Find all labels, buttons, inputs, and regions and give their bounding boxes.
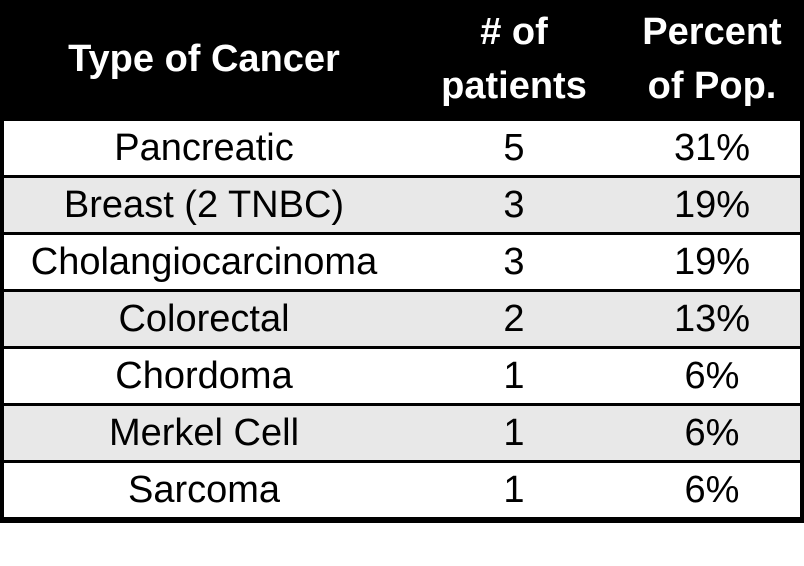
header-percent-of-pop-line1: Percent [642,11,782,53]
header-num-patients: # of patients [404,0,624,118]
cell-patient-count: 3 [503,184,525,226]
cell-percent: 19% [673,184,751,226]
table-row-sarcoma: Sarcoma 1 6% [4,460,800,517]
cell-percent: 6% [684,355,740,397]
cell-percent: 31% [673,127,751,169]
table-header-row: Type of Cancer # of patients Percent of … [4,0,800,118]
table-row-breast: Breast (2 TNBC) 3 19% [4,175,800,232]
header-type-of-cancer-label: Type of Cancer [68,38,340,80]
header-type-of-cancer: Type of Cancer [4,0,404,118]
cell-patient-count: 2 [503,298,525,340]
cell-cancer-type: Sarcoma [127,469,281,511]
table-row-cholangiocarcinoma: Cholangiocarcinoma 3 19% [4,232,800,289]
table-row-chordoma: Chordoma 1 6% [4,346,800,403]
cell-patient-count: 3 [503,241,525,283]
cancer-distribution-table: Type of Cancer # of patients Percent of … [0,0,804,523]
cell-cancer-type: Cholangiocarcinoma [30,241,378,283]
cell-percent: 6% [684,469,740,511]
table-row-colorectal: Colorectal 2 13% [4,289,800,346]
header-num-patients-line2: patients [441,65,587,107]
header-num-patients-line1: # of [480,11,548,53]
cell-cancer-type: Pancreatic [114,127,294,169]
cell-percent: 19% [673,241,751,283]
cell-percent: 6% [684,412,740,454]
cell-cancer-type: Chordoma [115,355,293,397]
cell-patient-count: 1 [503,355,525,397]
cell-cancer-type: Colorectal [118,298,290,340]
cell-cancer-type: Merkel Cell [108,412,300,454]
header-percent-of-pop: Percent of Pop. [624,0,800,118]
cell-percent: 13% [673,298,751,340]
table-row-merkel-cell: Merkel Cell 1 6% [4,403,800,460]
cell-patient-count: 5 [503,127,525,169]
cell-patient-count: 1 [503,412,525,454]
table-row-pancreatic: Pancreatic 5 31% [4,118,800,175]
cell-patient-count: 1 [503,469,525,511]
cell-cancer-type: Breast (2 TNBC) [63,184,345,226]
header-percent-of-pop-line2: of Pop. [647,65,777,107]
